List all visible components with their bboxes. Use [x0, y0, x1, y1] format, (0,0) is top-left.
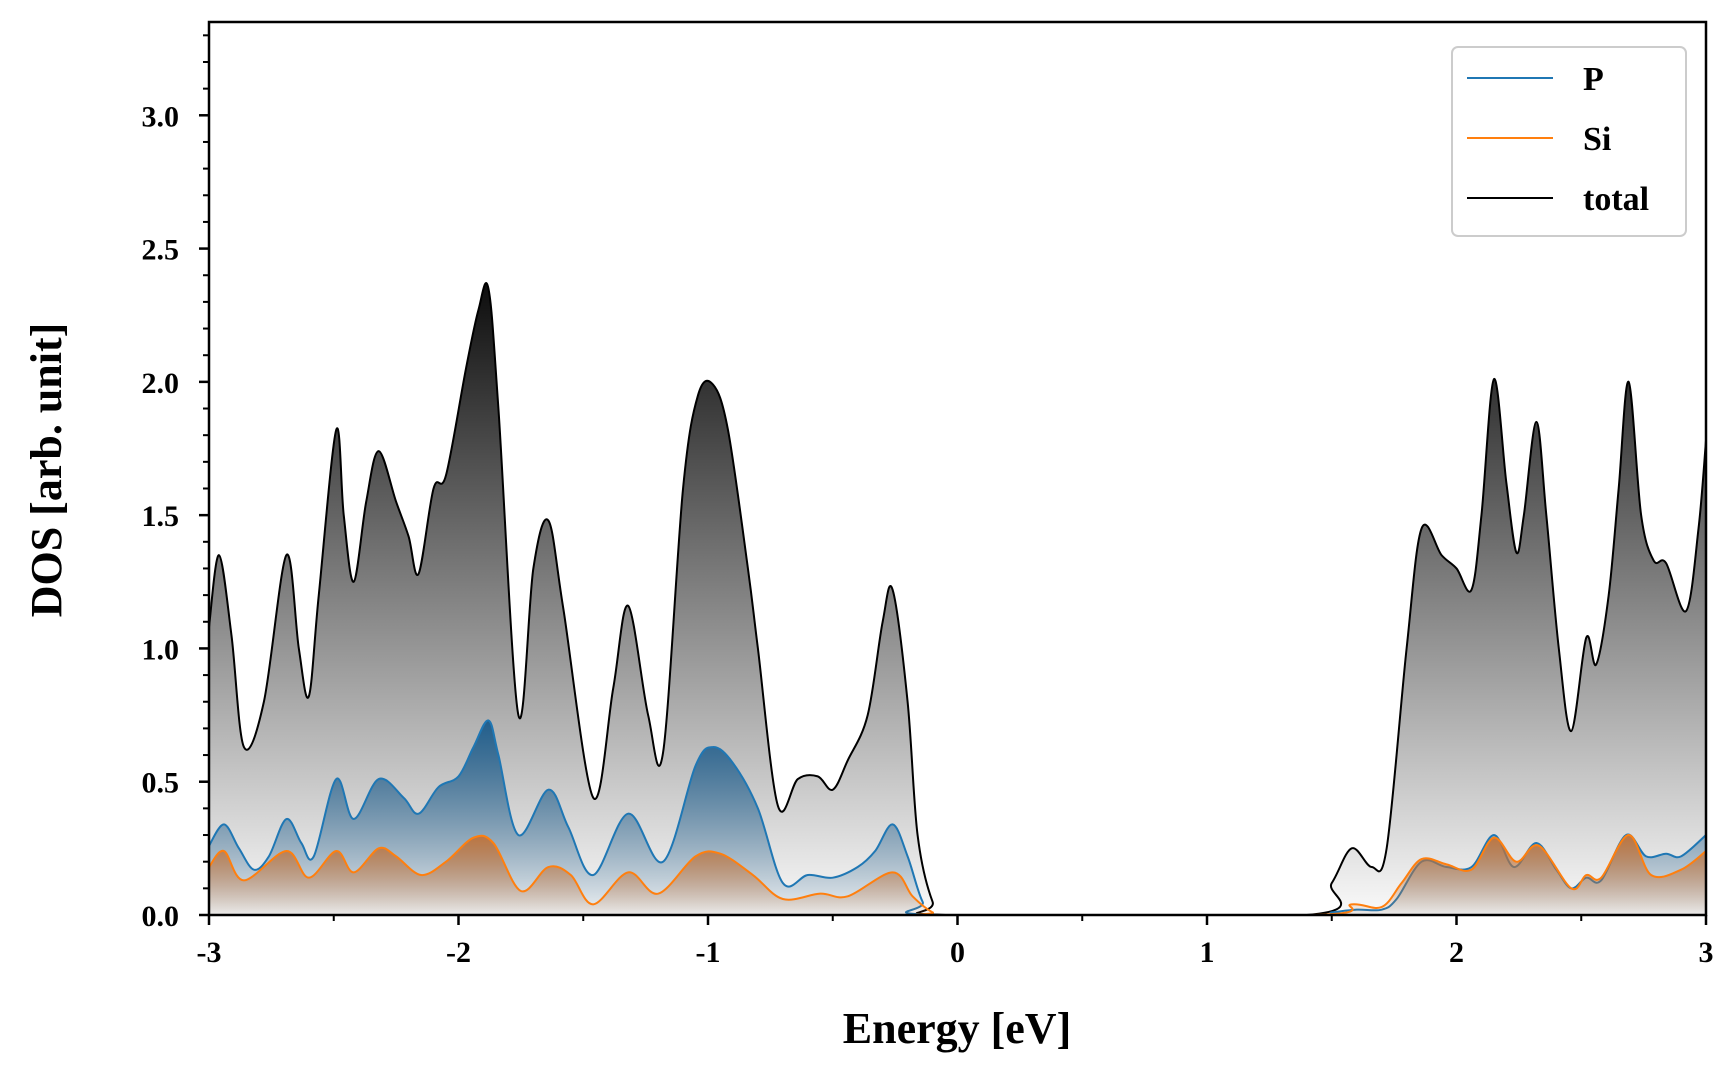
series-line-si	[209, 834, 1706, 915]
y-tick-label: 2.0	[142, 367, 180, 400]
legend-label-total: total	[1583, 181, 1649, 218]
legend: P Si total	[1451, 46, 1687, 237]
plot-frame	[207, 20, 1708, 917]
legend-entries: P Si total	[1467, 61, 1649, 218]
y-tick-label: 0.0	[142, 900, 180, 933]
y-tick-label: 1.5	[142, 500, 180, 533]
axis-ticks: -3 -2 -1 0 1 2 3 0.0 0.5 1.0 1.5 2.0 2.5 3.0	[142, 34, 1714, 969]
y-tick-label: 2.5	[142, 234, 180, 267]
x-tick-label: 0	[950, 936, 965, 969]
legend-box	[1451, 46, 1687, 237]
y-tick-label: 1.0	[142, 633, 180, 666]
y-tick-label: 3.0	[142, 100, 180, 133]
x-axis-title: Energy [eV]	[843, 1004, 1072, 1053]
x-tick-label: 1	[1200, 936, 1215, 969]
x-tick-label: -1	[696, 936, 721, 969]
x-tick-label: 3	[1699, 936, 1714, 969]
x-tick-label: -2	[446, 936, 471, 969]
x-tick-label: -3	[197, 936, 222, 969]
y-axis-title: DOS [arb. unit]	[22, 323, 71, 618]
x-tick-label: 2	[1449, 936, 1464, 969]
y-tick-label: 0.5	[142, 767, 180, 800]
series-line-total	[209, 282, 1706, 915]
series-layer	[209, 282, 1706, 915]
legend-label-si: Si	[1583, 121, 1611, 158]
series-fill-si	[209, 835, 1706, 915]
legend-label-p: P	[1583, 61, 1604, 98]
